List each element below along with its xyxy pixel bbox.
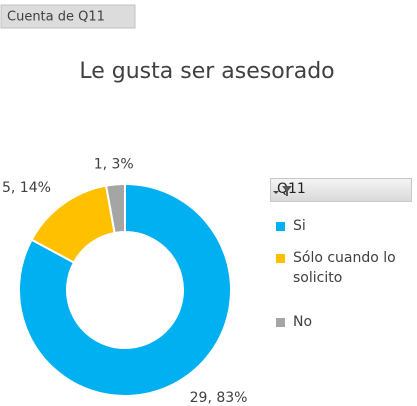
legend-swatch [276, 318, 285, 327]
legend-label: Si [293, 218, 306, 234]
filter-icon[interactable] [271, 184, 295, 198]
legend-label: No [293, 314, 313, 330]
data-label: 29, 83% [190, 390, 248, 406]
field-button[interactable] [0, 4, 136, 29]
legend-item[interactable]: Sólo cuando lo solicito [276, 248, 412, 288]
legend-item[interactable]: Si [276, 216, 412, 236]
data-label: 1, 3% [94, 157, 134, 173]
legend-swatch [276, 254, 285, 263]
legend-label: Sólo cuando lo solicito [293, 250, 396, 286]
legend-swatch [276, 222, 285, 231]
legend-title: Q11 [277, 181, 306, 197]
legend-header[interactable]: Q11 [270, 178, 412, 202]
chart-title: Le gusta ser asesorado [79, 59, 334, 84]
doughnut-slice [18, 182, 232, 397]
data-label: 5, 14% [2, 180, 51, 196]
legend: Q11 Si Sólo cuando lo solicito No [270, 178, 412, 330]
legend-item[interactable]: No [276, 312, 412, 332]
field-button-label[interactable]: Cuenta de Q11 [7, 10, 105, 25]
doughnut-slice [104, 182, 126, 235]
